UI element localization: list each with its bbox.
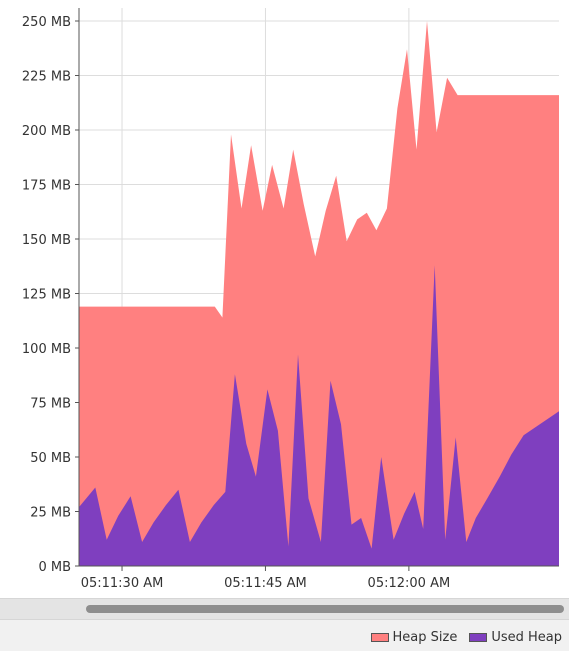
x-tick-labels: 05:11:30 AM 05:11:45 AM 05:12:00 AM [81, 576, 450, 591]
y-tick-label: 175 MB [22, 179, 71, 194]
legend-item-heap-size: Heap Size [370, 630, 458, 645]
y-tick-label: 150 MB [22, 233, 71, 248]
y-tick-label: 25 MB [30, 506, 71, 521]
legend-label-used-heap: Used Heap [491, 630, 562, 645]
heap-area-chart: 0 MB 25 MB 50 MB 75 MB 100 MB 125 MB 150 MB 175… [22, 8, 559, 591]
legend: Heap Size Used Heap [359, 630, 562, 645]
y-tick-label: 0 MB [38, 560, 71, 575]
axes [75, 8, 559, 571]
y-tick-label: 100 MB [22, 342, 71, 357]
heap-size-swatch [370, 633, 389, 642]
x-tick-label: 05:12:00 AM [368, 576, 451, 591]
y-tick-label: 250 MB [22, 15, 71, 30]
y-tick-label: 75 MB [30, 397, 71, 412]
legend-label-heap-size: Heap Size [392, 630, 458, 645]
legend-bar: Heap Size Used Heap [0, 620, 569, 651]
scrollbar-thumb[interactable] [86, 605, 564, 613]
horizontal-scrollbar[interactable] [0, 598, 569, 620]
y-tick-label: 200 MB [22, 124, 71, 139]
x-tick-label: 05:11:30 AM [81, 576, 164, 591]
used-heap-area [79, 265, 559, 566]
x-tick-label: 05:11:45 AM [224, 576, 307, 591]
y-tick-label: 125 MB [22, 288, 71, 303]
y-tick-label: 50 MB [30, 451, 71, 466]
used-heap-swatch [469, 633, 488, 642]
y-tick-labels: 0 MB 25 MB 50 MB 75 MB 100 MB 125 MB 150 MB 175… [22, 15, 71, 575]
legend-item-used-heap: Used Heap [469, 630, 562, 645]
series-areas [79, 21, 559, 566]
y-tick-label: 225 MB [22, 70, 71, 85]
